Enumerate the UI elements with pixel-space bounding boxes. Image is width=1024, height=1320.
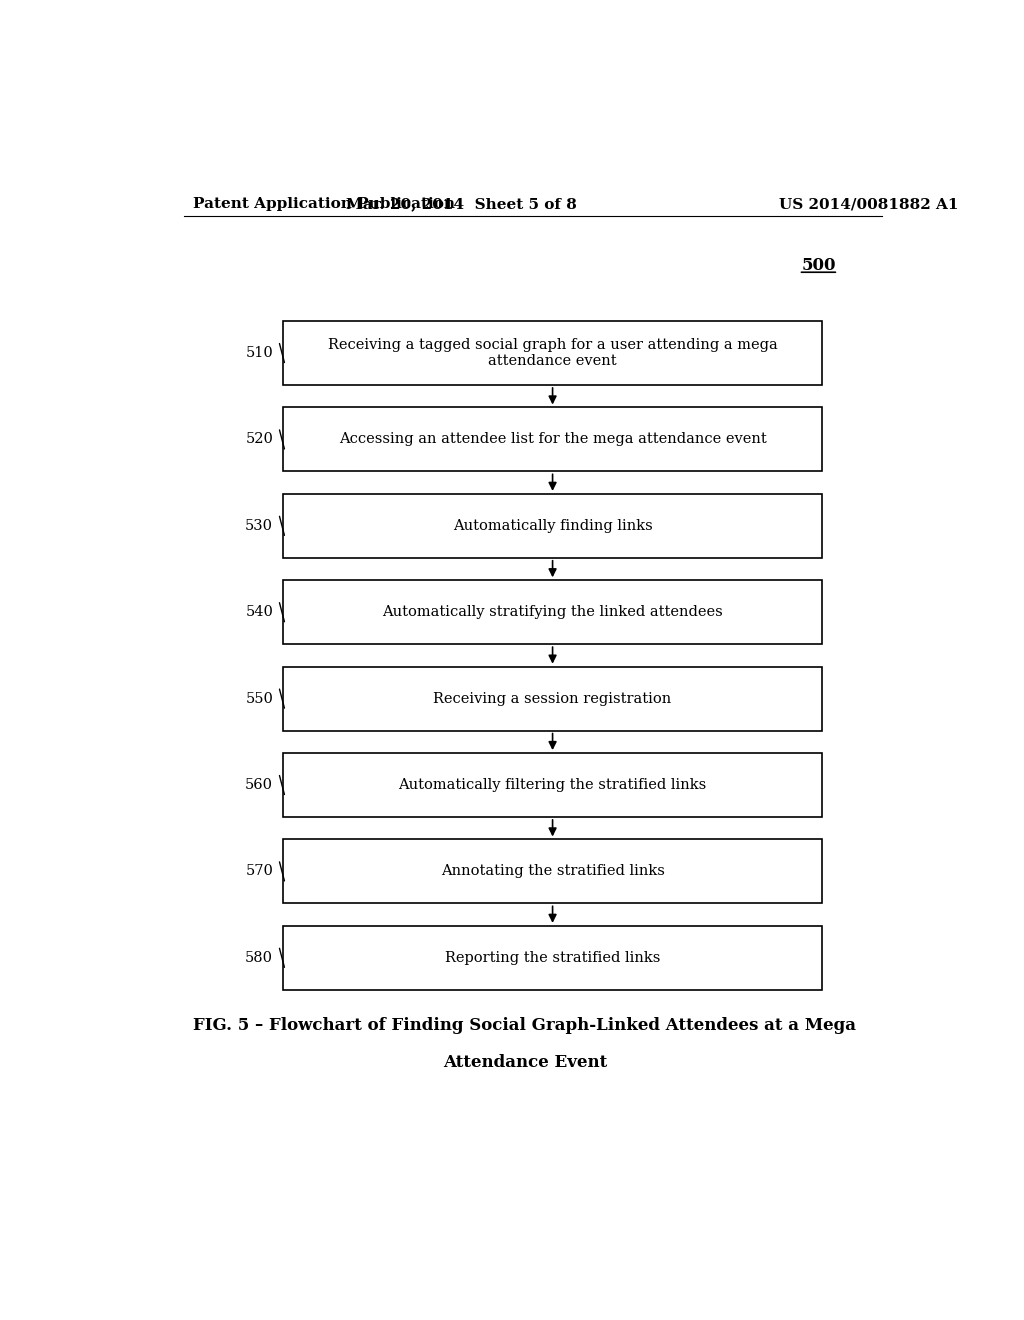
Text: 510: 510 [246,346,273,360]
Text: Receiving a tagged social graph for a user attending a mega
attendance event: Receiving a tagged social graph for a us… [328,338,777,368]
Bar [283,925,822,990]
Text: 520: 520 [246,433,273,446]
Text: 530: 530 [245,519,273,533]
Text: Attendance Event: Attendance Event [442,1053,607,1071]
Bar [283,667,822,731]
Text: Accessing an attendee list for the mega attendance event: Accessing an attendee list for the mega … [339,433,766,446]
Text: Receiving a session registration: Receiving a session registration [433,692,672,706]
Text: US 2014/0081882 A1: US 2014/0081882 A1 [778,197,958,211]
Text: Annotating the stratified links: Annotating the stratified links [440,865,665,878]
Text: Reporting the stratified links: Reporting the stratified links [444,950,660,965]
Bar [283,752,822,817]
Text: 540: 540 [246,606,273,619]
Text: Patent Application Publication: Patent Application Publication [194,197,455,211]
Bar [283,840,822,903]
Bar [283,581,822,644]
Text: Automatically stratifying the linked attendees: Automatically stratifying the linked att… [382,606,723,619]
Text: 550: 550 [246,692,273,706]
Text: Automatically finding links: Automatically finding links [453,519,652,533]
Text: 500: 500 [801,256,836,273]
Bar [283,321,822,385]
Text: 560: 560 [245,777,273,792]
Text: Automatically filtering the stratified links: Automatically filtering the stratified l… [398,777,707,792]
Text: 570: 570 [246,865,273,878]
Bar [283,408,822,471]
Text: Mar. 20, 2014  Sheet 5 of 8: Mar. 20, 2014 Sheet 5 of 8 [346,197,577,211]
Text: FIG. 5 – Flowchart of Finding Social Graph-Linked Attendees at a Mega: FIG. 5 – Flowchart of Finding Social Gra… [194,1018,856,1035]
Bar [283,494,822,558]
Text: 580: 580 [245,950,273,965]
